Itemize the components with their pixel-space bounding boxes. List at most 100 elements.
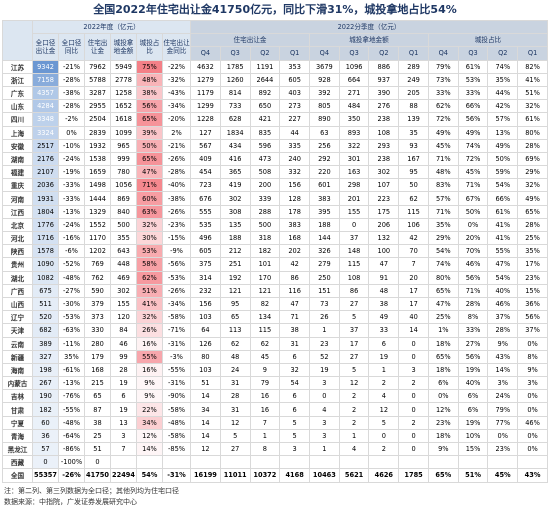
- cell: 0: [84, 455, 111, 470]
- cell: 293: [368, 138, 400, 153]
- cell: 1932: [84, 138, 111, 153]
- province: 广西: [2, 283, 33, 298]
- quarter-header: Q4: [309, 46, 340, 61]
- cell: 139: [398, 112, 429, 127]
- cell: 44%: [487, 85, 519, 101]
- cell: 25%: [427, 310, 459, 325]
- cell: -6%: [58, 244, 85, 259]
- table-row: 西藏 0 -100% 0: [2, 455, 548, 470]
- cell: 373: [84, 310, 111, 325]
- cell: 7962: [84, 59, 111, 74]
- cell: 762: [84, 270, 111, 285]
- cell: 35%: [427, 217, 459, 233]
- cell: 46%: [517, 415, 548, 430]
- cell: 19: [110, 402, 137, 417]
- cell: 1056: [110, 178, 137, 193]
- table-row: 宁夏 60 -48% 38 13 34% -48% 14 12 7 5 3 2 5 2 23% 19% 77% 46…: [2, 415, 548, 430]
- cell: 179: [84, 349, 111, 364]
- cell: 56%: [457, 349, 489, 364]
- province: 内蒙古: [2, 376, 33, 391]
- cell: 74%: [457, 138, 489, 153]
- cell: 106: [398, 217, 429, 233]
- quarter-header: Q4: [427, 46, 459, 61]
- cell: 5: [338, 362, 370, 378]
- province: 全国: [2, 468, 33, 483]
- cell: 190: [32, 389, 59, 404]
- cell: 201: [338, 191, 370, 206]
- cell: 50: [398, 178, 429, 193]
- table-row: 河北 1716 -16% 1170 355 30% -15% 496 188 318 168 144 3…: [2, 230, 548, 246]
- cell: -61%: [58, 362, 85, 378]
- cell: 64: [190, 323, 221, 338]
- cell: 28%: [487, 323, 519, 338]
- cell: 11011: [219, 468, 251, 483]
- cell: 80: [190, 349, 221, 364]
- province: 四川: [2, 112, 33, 127]
- cell: 7: [110, 441, 137, 457]
- cell: 17: [398, 283, 429, 298]
- cell: 62: [219, 336, 251, 351]
- table-row: 湖北 1082 -48% 762 469 62% -53% 314 192 170 86 250 108…: [2, 270, 548, 285]
- table-row: 天津 682 -63% 330 84 26% -71% 64 113 115 38 1 37 33 14 1%…: [2, 323, 548, 338]
- cell: 9%: [517, 362, 548, 378]
- cell: 395: [309, 204, 340, 219]
- cell: 5: [338, 310, 370, 325]
- cell: 886: [368, 59, 400, 74]
- cell: 167: [398, 151, 429, 167]
- province: 甘肃: [2, 402, 33, 417]
- cell: 3348: [32, 112, 59, 127]
- cell: -19%: [58, 165, 85, 180]
- cell: 650: [249, 99, 281, 114]
- cell: 49: [368, 310, 400, 325]
- cell: 1538: [84, 151, 111, 167]
- cell: 1082: [32, 270, 59, 285]
- column-header: 全口径同比: [58, 33, 85, 61]
- cell: 57%: [487, 112, 519, 127]
- cell: 14: [190, 415, 221, 430]
- cell: -20%: [161, 112, 192, 127]
- cell: 12: [338, 376, 370, 391]
- cell: 2%: [161, 125, 192, 140]
- cell: 55357: [32, 468, 59, 483]
- cell: -40%: [161, 178, 192, 193]
- cell: 65%: [427, 468, 459, 483]
- cell: 6: [368, 336, 400, 351]
- cell: 6%: [457, 389, 489, 404]
- column-header: 城投拿地金额: [110, 33, 137, 61]
- table-row: 福建 2107 -19% 1659 780 47% -28% 454 365 508 332 220 1…: [2, 165, 548, 180]
- cell: 14: [398, 323, 429, 338]
- cell: 18%: [427, 362, 459, 378]
- cell: 128: [279, 191, 310, 206]
- cell: 39%: [136, 125, 163, 140]
- cell: 1170: [84, 230, 111, 246]
- note: 数据来源：中指院，广发证券发展研究中心: [4, 497, 137, 506]
- cell: 2517: [32, 138, 59, 153]
- cell: 5: [219, 428, 251, 444]
- cell: 33%: [457, 85, 489, 101]
- cell: 302: [110, 283, 137, 298]
- cell: 0: [398, 349, 429, 364]
- cell: 840: [110, 204, 137, 219]
- cell: 63: [309, 125, 340, 140]
- cell: 2778: [110, 72, 137, 87]
- column-header: 住宅出让金同比: [161, 33, 192, 61]
- cell: 1652: [110, 99, 137, 114]
- header-row: 2022年度（亿元） 2022分季度（亿元）: [2, 19, 548, 61]
- cell: 26: [309, 310, 340, 325]
- cell: 403: [279, 85, 310, 101]
- quarter-header: Q2: [249, 46, 281, 61]
- province: 江西: [2, 204, 33, 219]
- table-row: 辽宁 520 -53% 373 120 32% -58% 103 65 134 71 26 5 49 40 2…: [2, 310, 548, 325]
- cell: -48%: [161, 415, 192, 430]
- cell: 51%: [136, 283, 163, 298]
- cell: 0%: [517, 441, 548, 457]
- province: 黑龙江: [2, 441, 33, 457]
- cell: 2176: [32, 151, 59, 167]
- province: 贵州: [2, 257, 33, 272]
- cell: 35%: [517, 244, 548, 259]
- cell: 389: [32, 336, 59, 351]
- cell: 271: [338, 85, 370, 101]
- cell: 54%: [487, 270, 519, 285]
- table-row: 河南 1931 -33% 1444 869 60% -38% 676 302 339 128 383 2…: [2, 191, 548, 206]
- cell: 1498: [84, 178, 111, 193]
